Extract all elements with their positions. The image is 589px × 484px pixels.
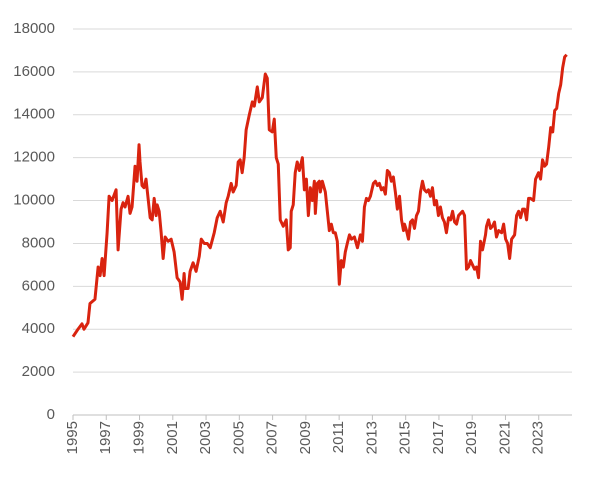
x-tick-label: 1999 (131, 421, 148, 454)
x-tick-label: 2017 (430, 421, 447, 454)
y-tick-label: 12000 (13, 149, 55, 166)
y-tick-label: 18000 (13, 20, 55, 37)
y-tick-label: 2000 (22, 363, 55, 380)
y-tick-label: 16000 (13, 63, 55, 80)
y-tick-label: 14000 (13, 106, 55, 123)
line-series (71, 53, 568, 338)
y-tick-label: 6000 (22, 277, 55, 294)
x-tick-label: 2005 (230, 421, 247, 454)
x-tick-label: 2009 (297, 421, 314, 454)
x-tick-label: 1995 (64, 421, 81, 454)
x-tick-label: 2023 (530, 421, 547, 454)
x-tick-label: 2021 (496, 421, 513, 454)
x-tick-label: 2013 (363, 421, 380, 454)
y-tick-label: 4000 (22, 320, 55, 337)
y-tick-label: 10000 (13, 192, 55, 209)
x-tick-label: 2011 (330, 421, 347, 453)
x-tick-label: 1997 (97, 421, 114, 454)
x-tick-label: 2015 (397, 421, 414, 454)
x-tick-label: 2019 (463, 421, 480, 454)
y-tick-label: 0 (47, 406, 55, 423)
x-tick-label: 2001 (164, 421, 181, 454)
y-tick-label: 8000 (22, 234, 55, 251)
x-tick-label: 2003 (197, 421, 214, 454)
x-tick-label: 2007 (264, 421, 281, 454)
